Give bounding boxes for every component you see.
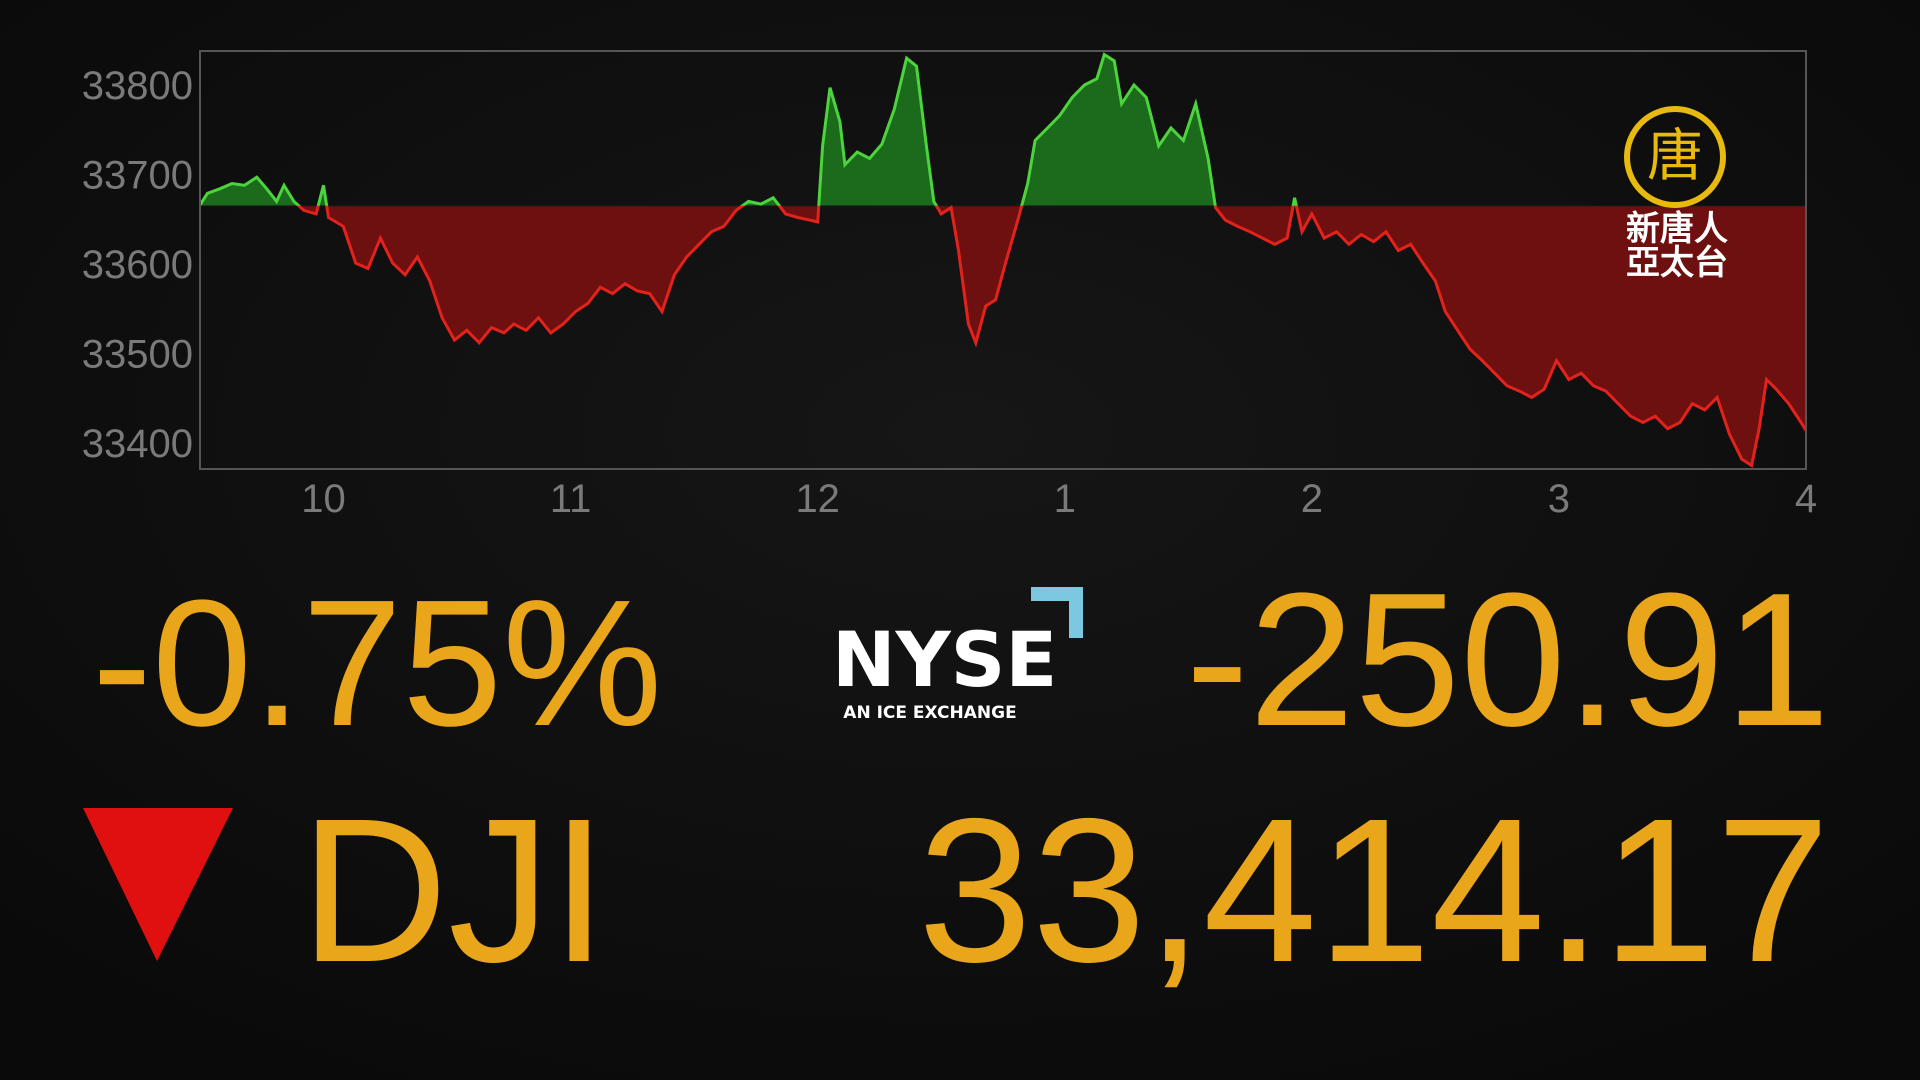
price: 33,414.17	[918, 776, 1830, 1005]
down-arrow	[83, 808, 233, 961]
change-percent: -0.75%	[92, 563, 662, 764]
y-tick-label: 33600	[82, 243, 193, 287]
watermark-emblem-ring	[1624, 106, 1726, 208]
x-tick-label: 11	[550, 477, 592, 521]
y-tick-label: 33400	[82, 422, 193, 466]
x-tick-label: 2	[1301, 477, 1323, 521]
plot-frame	[199, 50, 1807, 470]
y-tick-label: 33500	[82, 333, 193, 377]
logo-corner	[1031, 587, 1083, 638]
watermark-line2: 亞太台	[1626, 243, 1728, 283]
x-tick-label: 1	[1054, 477, 1076, 521]
x-tick-label: 10	[301, 477, 346, 521]
line-below	[296, 205, 1806, 468]
change-points: -250.91	[1186, 554, 1830, 766]
x-tick-label: 4	[1795, 477, 1817, 521]
y-tick-label: 33800	[82, 64, 193, 108]
symbol: DJI	[300, 776, 608, 1005]
x-tick-label: 12	[795, 477, 840, 521]
y-tick-label: 33700	[82, 154, 193, 198]
exchange-name: NYSE	[832, 615, 1057, 704]
x-tick-label: 3	[1548, 477, 1570, 521]
exchange-tagline: AN ICE EXCHANGE	[843, 703, 1016, 723]
area-below	[200, 205, 1806, 466]
area-above	[200, 54, 1297, 206]
watermark-emblem: 唐	[1647, 124, 1703, 189]
watermark-line1: 新唐人	[1626, 209, 1728, 249]
